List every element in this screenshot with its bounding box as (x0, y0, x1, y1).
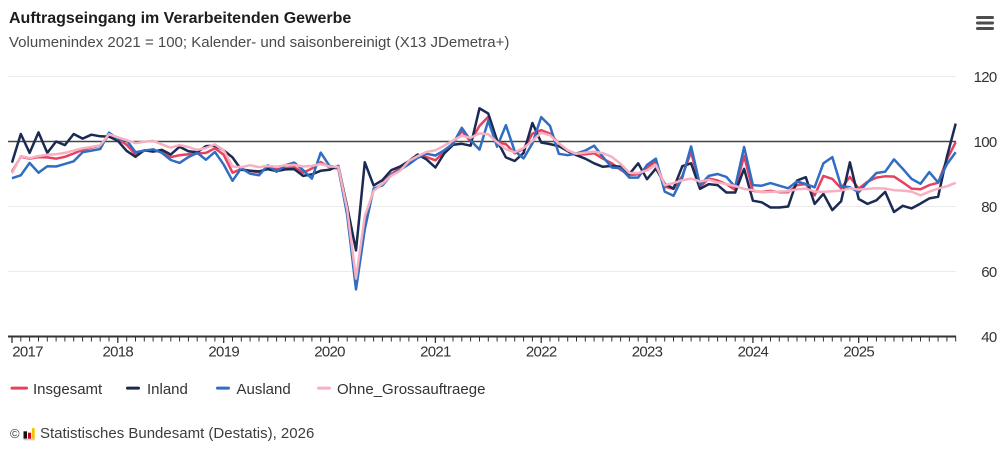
svg-text:2017: 2017 (12, 344, 43, 361)
svg-text:2018: 2018 (103, 344, 134, 361)
svg-text:2020: 2020 (314, 344, 345, 361)
svg-text:80: 80 (981, 199, 997, 216)
svg-text:2024: 2024 (738, 344, 769, 361)
svg-text:Volumenindex 2021 = 100; Kalen: Volumenindex 2021 = 100; Kalender- und s… (9, 34, 509, 51)
svg-text:2022: 2022 (526, 344, 557, 361)
svg-text:Ausland: Ausland (237, 381, 291, 398)
svg-text:Auftragseingang im Verarbeiten: Auftragseingang im Verarbeitenden Gewerb… (9, 10, 351, 27)
svg-text:2019: 2019 (208, 344, 239, 361)
svg-text:2023: 2023 (632, 344, 663, 361)
svg-text:40: 40 (981, 329, 997, 346)
svg-text:Ohne_Grossauftraege: Ohne_Grossauftraege (337, 381, 485, 398)
svg-text:2021: 2021 (420, 344, 451, 361)
svg-text:Statistisches Bundesamt (Desta: Statistisches Bundesamt (Destatis), 2026 (40, 425, 314, 442)
svg-text:2025: 2025 (843, 344, 874, 361)
svg-text:Inland: Inland (147, 381, 188, 398)
svg-text:60: 60 (981, 264, 997, 281)
svg-text:©: © (10, 426, 20, 441)
svg-text:Insgesamt: Insgesamt (33, 381, 103, 398)
svg-text:100: 100 (974, 134, 997, 151)
svg-text:120: 120 (974, 69, 997, 86)
